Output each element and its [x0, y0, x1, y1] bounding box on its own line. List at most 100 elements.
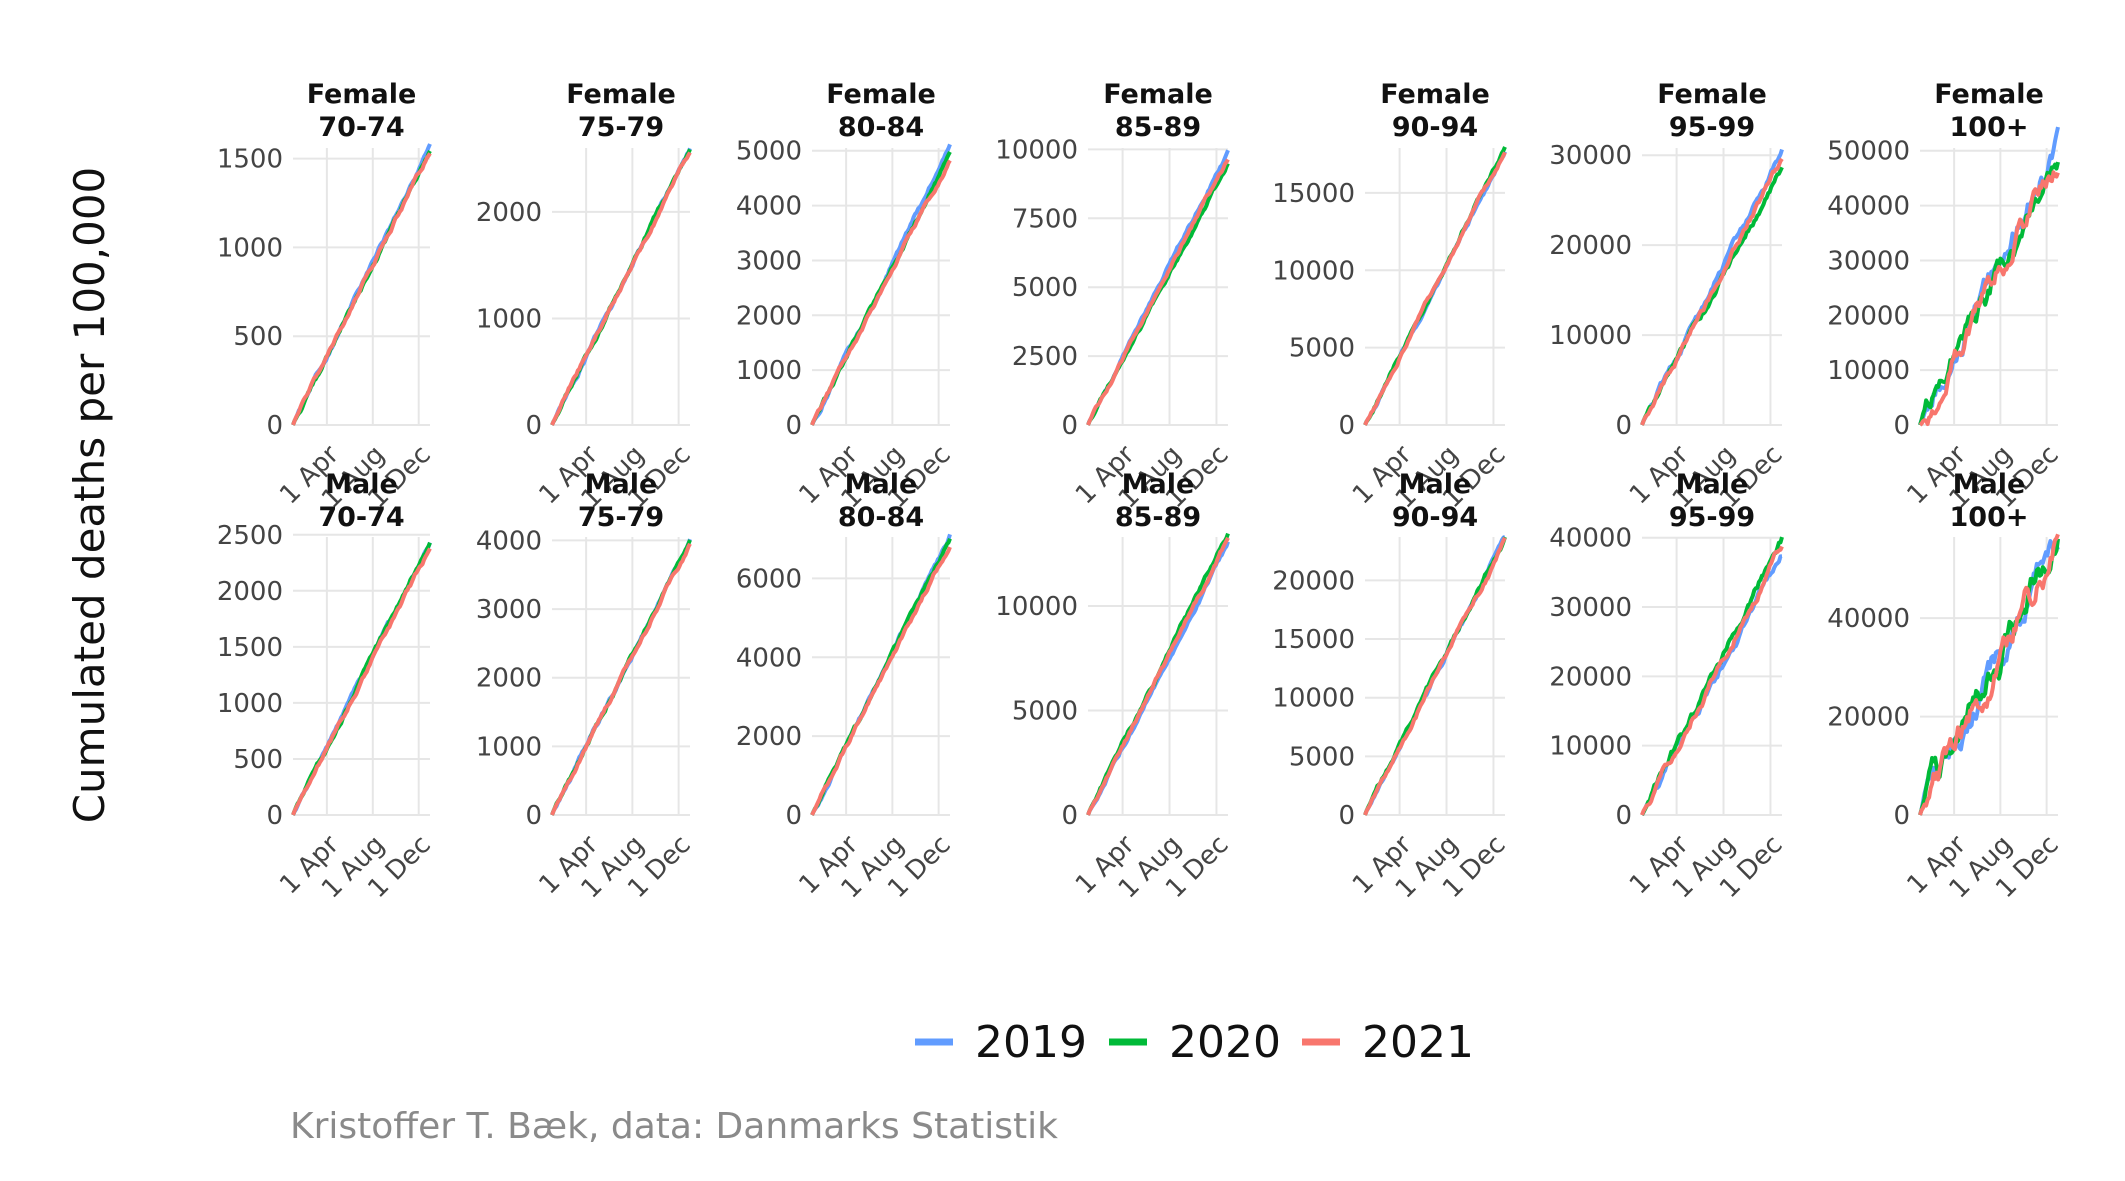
panel-age-label: 85-89 — [1115, 112, 1201, 143]
series-line-2020 — [1918, 161, 2060, 426]
y-tick-label: 40000 — [1549, 524, 1632, 554]
y-tick-label: 1000 — [476, 304, 542, 334]
y-tick-label: 15000 — [1272, 179, 1355, 209]
y-tick-label: 4000 — [736, 643, 802, 673]
y-tick-label: 10000 — [995, 592, 1078, 622]
y-tick-label: 0 — [1615, 411, 1632, 441]
y-tick-label: 1000 — [736, 356, 802, 386]
panel-sex-label: Female — [1657, 79, 1767, 110]
panel-age-label: 100+ — [1950, 112, 2029, 143]
y-tick-label: 0 — [785, 801, 802, 831]
panel-age-label: 95-99 — [1669, 502, 1755, 533]
series-line-2021 — [1640, 157, 1784, 426]
panel-sex-label: Female — [1380, 79, 1490, 110]
series-line-2021 — [550, 542, 692, 816]
y-tick-label: 3000 — [736, 246, 802, 276]
legend-label-2019: 2019 — [975, 1017, 1087, 1068]
panel-sex-label: Female — [566, 79, 676, 110]
y-tick-label: 10000 — [1549, 732, 1632, 762]
panel-age-label: 80-84 — [838, 502, 924, 533]
y-tick-label: 20000 — [1549, 662, 1632, 692]
series-line-2021 — [1918, 533, 2060, 816]
y-tick-label: 10000 — [1549, 321, 1632, 351]
y-tick-label: 5000 — [1012, 273, 1078, 303]
y-tick-label: 15000 — [1272, 625, 1355, 655]
y-tick-label: 20000 — [1827, 703, 1910, 733]
y-tick-label: 5000 — [1012, 696, 1078, 726]
panel-sex-label: Male — [1122, 469, 1195, 500]
y-tick-label: 0 — [266, 801, 283, 831]
y-tick-label: 1500 — [217, 145, 283, 175]
y-tick-label: 30000 — [1549, 593, 1632, 623]
panel-sex-label: Male — [1676, 469, 1749, 500]
y-tick-label: 500 — [233, 745, 283, 775]
y-tick-label: 40000 — [1827, 604, 1910, 634]
y-tick-label: 2000 — [736, 301, 802, 331]
legend-label-2020: 2020 — [1169, 1017, 1281, 1068]
panel-sex-label: Female — [1103, 79, 1213, 110]
panel-age-label: 85-89 — [1115, 502, 1201, 533]
series-line-2021 — [810, 546, 952, 816]
series-line-2021 — [291, 152, 432, 426]
y-tick-label: 0 — [1893, 801, 1910, 831]
y-tick-label: 50000 — [1827, 137, 1910, 167]
series-line-2021 — [291, 547, 432, 816]
panel-age-label: 70-74 — [318, 502, 404, 533]
y-tick-label: 0 — [785, 411, 802, 441]
series-line-2021 — [550, 151, 692, 426]
y-tick-label: 2500 — [1012, 342, 1078, 372]
series-line-2019 — [1640, 554, 1783, 816]
y-tick-label: 7500 — [1012, 204, 1078, 234]
y-tick-label: 1000 — [217, 689, 283, 719]
caption: Kristoffer T. Bæk, data: Danmarks Statis… — [290, 1106, 1058, 1147]
panel-age-label: 100+ — [1950, 502, 2029, 533]
panel-sex-label: Female — [1934, 79, 2044, 110]
y-tick-label: 5000 — [1289, 334, 1355, 364]
y-tick-label: 0 — [1338, 801, 1355, 831]
y-tick-label: 30000 — [1827, 246, 1910, 276]
series-line-2021 — [1363, 536, 1507, 816]
y-tick-label: 4000 — [476, 526, 542, 556]
y-tick-label: 500 — [233, 322, 283, 352]
y-tick-label: 1500 — [217, 633, 283, 663]
panel-age-label: 90-94 — [1392, 502, 1478, 533]
y-tick-label: 5000 — [736, 137, 802, 167]
y-tick-label: 0 — [1615, 801, 1632, 831]
y-tick-label: 0 — [266, 411, 283, 441]
legend: 2019 2020 2021 — [915, 1017, 1474, 1068]
panel-age-label: 90-94 — [1392, 112, 1478, 143]
y-tick-label: 1000 — [476, 732, 542, 762]
y-tick-label: 0 — [1061, 411, 1078, 441]
panel-age-label: 75-79 — [578, 112, 664, 143]
y-tick-label: 2000 — [476, 198, 542, 228]
y-tick-label: 20000 — [1827, 301, 1910, 331]
panel-age-label: 95-99 — [1669, 112, 1755, 143]
y-tick-label: 4000 — [736, 192, 802, 222]
panel-sex-label: Female — [307, 79, 417, 110]
panel-age-label: 70-74 — [318, 112, 404, 143]
panel-sex-label: Female — [826, 79, 936, 110]
y-axis-title: Cumulated deaths per 100,000 — [65, 167, 114, 824]
y-tick-label: 0 — [1893, 411, 1910, 441]
series-line-2021 — [1363, 151, 1507, 426]
panel-sex-label: Male — [1953, 469, 2026, 500]
y-tick-label: 2000 — [217, 577, 283, 607]
panel-sex-label: Male — [1399, 469, 1472, 500]
panel-sex-label: Male — [585, 469, 658, 500]
y-tick-label: 6000 — [736, 564, 802, 594]
y-tick-label: 0 — [1061, 801, 1078, 831]
series-line-2021 — [1086, 536, 1230, 816]
y-tick-label: 20000 — [1272, 566, 1355, 596]
series-line-2021 — [810, 159, 952, 426]
y-tick-label: 3000 — [476, 595, 542, 625]
